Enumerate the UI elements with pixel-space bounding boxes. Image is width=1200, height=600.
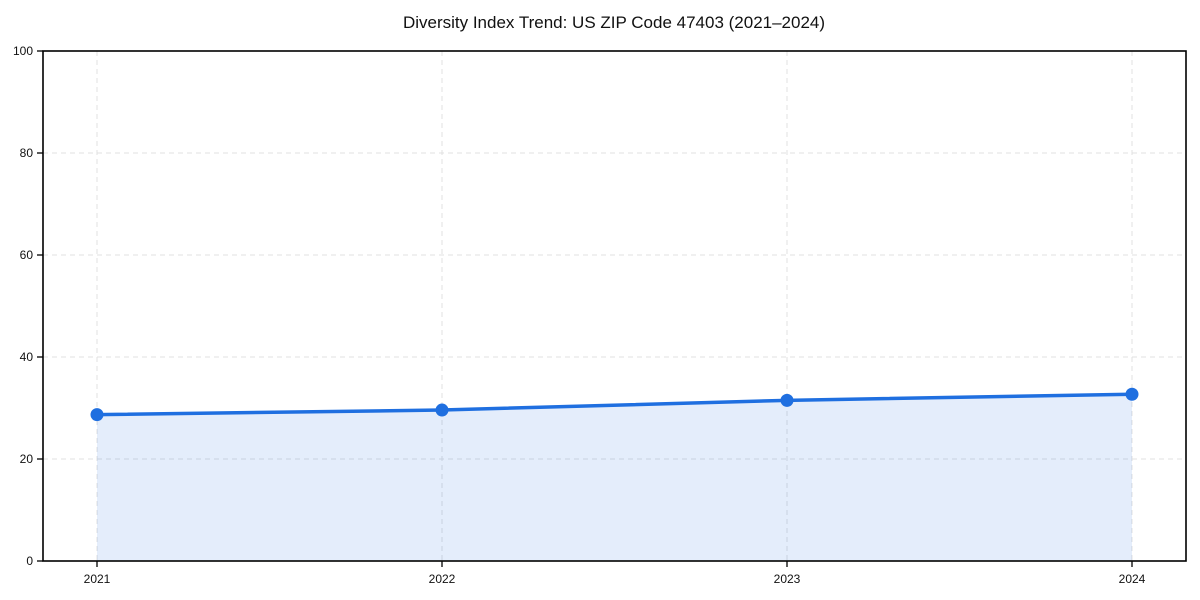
line-layer <box>95 392 1134 417</box>
chart-title: Diversity Index Trend: US ZIP Code 47403… <box>403 13 825 32</box>
marker-layer <box>90 387 1139 422</box>
series-area-fill <box>97 394 1132 561</box>
series-line <box>95 392 1134 417</box>
label-layer: 0 20 40 60 80 100 2021 2022 2023 2024 <box>13 44 1146 586</box>
spine-layer <box>42 50 1187 562</box>
data-point-marker <box>435 403 449 417</box>
data-point-marker <box>90 408 104 422</box>
tick-layer <box>37 50 1133 567</box>
x-axis-tick-label: 2021 <box>84 572 111 586</box>
y-axis-tick-label: 100 <box>13 44 33 58</box>
x-axis-tick-label: 2022 <box>429 572 456 586</box>
x-axis-tick-label: 2023 <box>774 572 801 586</box>
y-axis-tick-label: 80 <box>20 146 34 160</box>
area-layer <box>97 394 1132 561</box>
y-axis-tick-label: 0 <box>26 554 33 568</box>
data-point-marker <box>1125 387 1139 401</box>
y-axis-tick-label: 40 <box>20 350 34 364</box>
grid-layer <box>43 51 1186 561</box>
plot-border <box>42 50 1187 562</box>
data-point-marker <box>780 393 794 407</box>
x-axis-tick-label: 2024 <box>1119 572 1146 586</box>
y-axis-tick-label: 60 <box>20 248 34 262</box>
y-axis-tick-label: 20 <box>20 452 34 466</box>
